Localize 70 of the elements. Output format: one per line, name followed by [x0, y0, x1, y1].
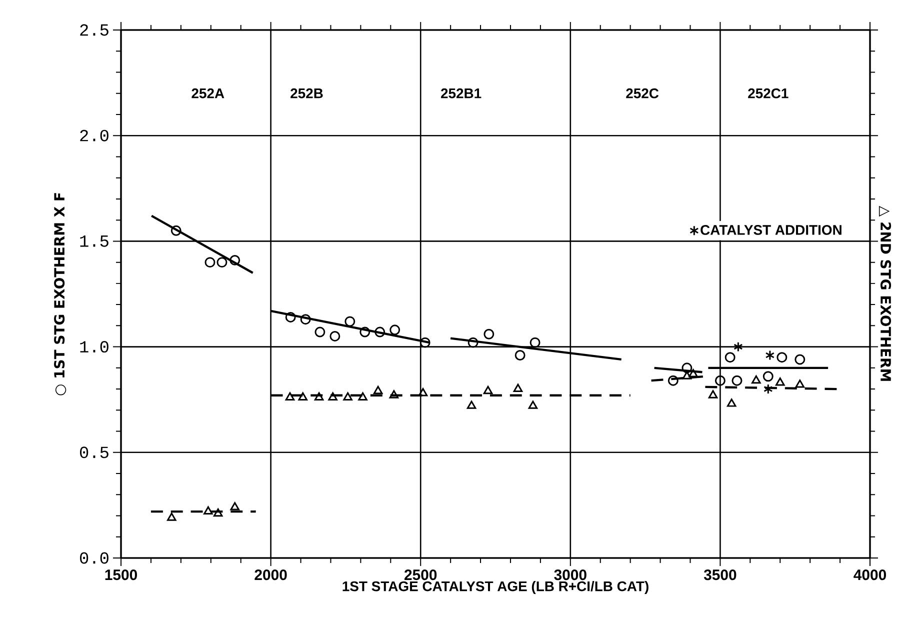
point — [230, 254, 240, 266]
y-tick-label: 2.0 — [80, 130, 108, 142]
point — [330, 331, 340, 342]
point — [775, 377, 785, 386]
point — [514, 350, 526, 360]
point — [285, 312, 296, 322]
annotation: 252B1 — [440, 88, 482, 98]
legend-label: CATALYST ADDITION — [700, 225, 842, 235]
point — [765, 350, 775, 360]
x-tick-label: 1500 — [105, 570, 137, 580]
point — [328, 392, 338, 400]
x-axis-title: 1ST STAGE CATALYST AGE (LB R+CI/LB CAT) — [342, 580, 648, 594]
point — [358, 392, 368, 400]
y-tick-label: 1.0 — [80, 341, 108, 353]
point — [466, 400, 476, 409]
point — [726, 398, 736, 407]
point — [513, 384, 523, 392]
y-axis-title: ○ 1ST STG EXOTHERM X F — [54, 193, 66, 396]
y-tick-label: 2.5 — [80, 24, 108, 36]
point — [484, 328, 494, 340]
point — [714, 375, 726, 386]
point — [390, 324, 400, 336]
point — [298, 392, 308, 400]
annotation: 252C — [626, 88, 659, 98]
point — [794, 354, 806, 365]
point — [204, 506, 213, 515]
point — [170, 225, 182, 236]
point — [204, 257, 216, 268]
x-tick-label: 4000 — [854, 570, 886, 580]
point — [360, 326, 370, 338]
point — [734, 342, 743, 352]
point — [732, 375, 742, 386]
annotation: 252A — [192, 88, 224, 98]
point — [314, 392, 324, 400]
point — [344, 316, 356, 327]
y-tick-label: 0.0 — [80, 552, 108, 564]
x-tick-label: 2000 — [254, 570, 287, 580]
point — [724, 352, 736, 363]
point — [285, 392, 295, 400]
x-tick-label: 2500 — [404, 570, 437, 580]
point — [167, 512, 176, 521]
point — [389, 390, 399, 398]
point — [373, 386, 383, 394]
y-tick-label: 1.5 — [80, 236, 108, 247]
point — [374, 326, 386, 338]
point — [314, 326, 326, 338]
point — [682, 371, 692, 380]
point — [668, 375, 678, 386]
point — [300, 314, 311, 325]
point — [343, 392, 352, 400]
point — [216, 257, 228, 268]
point — [418, 388, 428, 396]
point — [530, 337, 540, 348]
point — [708, 390, 718, 398]
point — [752, 375, 761, 384]
point — [230, 502, 240, 510]
point — [795, 380, 805, 388]
point — [468, 337, 478, 348]
point — [528, 400, 538, 409]
x-tick-label: 3000 — [554, 570, 586, 580]
point — [776, 352, 788, 363]
y-tick-label: 0.5 — [80, 446, 108, 458]
x-tick-label: 3500 — [704, 570, 736, 580]
annotation: 252B — [290, 88, 323, 98]
y2-axis-title: △ 2ND STG EXOTHERM — [878, 206, 892, 381]
point — [213, 508, 223, 517]
point — [483, 386, 493, 394]
point — [764, 384, 773, 394]
annotation: 252C1 — [748, 88, 788, 98]
point — [762, 371, 774, 382]
